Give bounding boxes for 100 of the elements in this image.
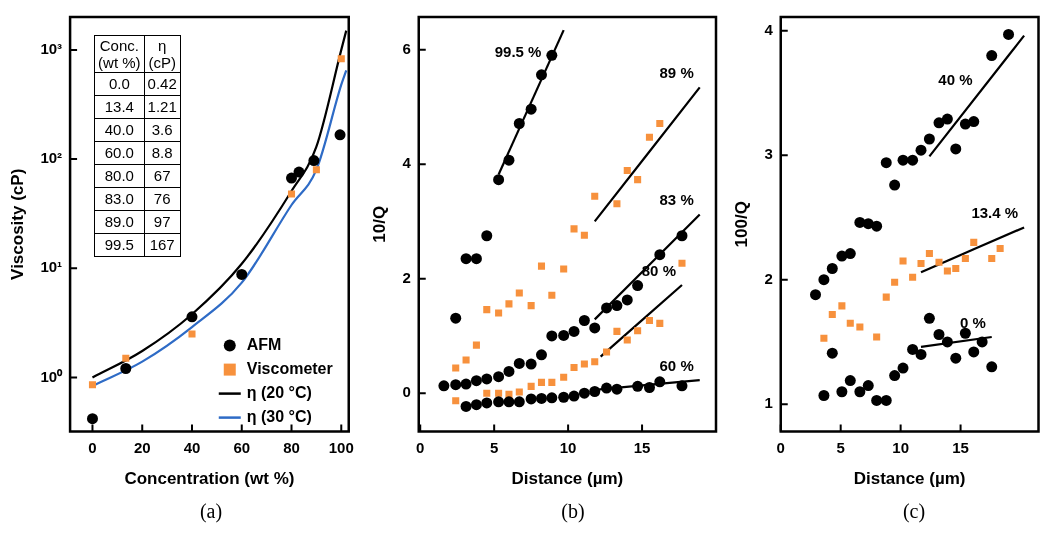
legend-label: η (30 °C) [246,408,312,426]
annotation: 13.4 [94,95,145,119]
point [643,382,655,394]
point [907,154,919,166]
y-axis-title: Viscosity (cP) [7,168,27,280]
point [503,396,515,408]
point [623,166,631,175]
point [515,289,523,297]
point [678,259,686,267]
point [915,144,927,156]
annotation: 99.5 [94,233,145,257]
point [578,387,590,399]
point [505,300,513,308]
point [546,49,558,61]
point [495,309,503,317]
y-tick-label: 6 [402,39,411,57]
point [513,357,525,369]
point [601,382,613,394]
point [909,273,917,281]
legend-label: η (20 °C) [246,384,312,402]
point [950,352,962,364]
point [871,220,883,232]
point [286,172,298,184]
point [818,274,830,286]
point [460,253,472,265]
point [188,330,196,338]
point [826,347,838,359]
point [917,259,925,268]
point [880,394,892,406]
point [818,389,830,401]
y-tick-label: 10² [40,149,63,167]
annotation: 89.0 [94,210,145,234]
point [828,311,836,319]
point [968,116,980,128]
point [826,263,838,274]
point [943,267,951,275]
point [591,192,599,200]
annotation: 0.0 [94,72,145,96]
text: (a) [198,500,224,523]
point [654,249,666,261]
point [589,322,601,334]
point [570,363,578,371]
y-tick-label: 10¹ [40,258,63,276]
point [308,155,320,167]
point [120,363,132,375]
annotation: 1.21 [144,95,181,119]
point [122,354,130,362]
point [450,379,462,391]
point [603,348,611,356]
point [970,238,978,246]
point [889,179,901,191]
point [525,103,537,115]
point [525,393,537,405]
point [503,154,515,166]
x-tick-label: 60 [233,438,251,456]
point [846,319,854,327]
annotation: 99.5 % [494,42,542,60]
x-tick-label: 5 [836,438,845,456]
point [535,349,547,361]
point [871,394,883,406]
point [986,50,998,62]
point [493,174,505,186]
point [481,373,493,385]
y-tick-label: 4 [764,20,774,38]
y-tick-label: 0 [402,383,411,401]
point [537,378,546,386]
point [611,383,623,395]
point [560,265,568,273]
point [460,378,472,390]
x-tick-label: 40 [183,438,201,456]
point [568,325,580,337]
point [654,376,666,388]
point [460,400,472,412]
annotation: 83 % [659,191,694,209]
x-axis-title: Distance (µm) [511,469,624,489]
point [312,166,320,174]
point [481,230,493,242]
point [537,262,546,270]
point [483,306,491,314]
x-tick-label: 5 [489,438,499,456]
point [632,280,644,292]
point [86,413,98,425]
point [334,129,346,141]
y-tick-label: 3 [764,145,773,163]
point [634,176,642,184]
point [611,300,623,312]
x-tick-label: 15 [952,438,969,456]
point [481,397,493,409]
x-tick-label: 0 [776,438,785,456]
point [923,312,935,324]
annotation: 83.0 [94,187,145,211]
x-axis-title: Distance (µm) [853,469,966,489]
point [923,133,935,145]
point [438,380,450,392]
point [589,386,601,398]
point [933,328,945,340]
point [897,154,909,166]
point [527,302,535,310]
annotation: Conc. (wt %) [94,35,145,73]
annotation: 0.42 [144,72,181,96]
